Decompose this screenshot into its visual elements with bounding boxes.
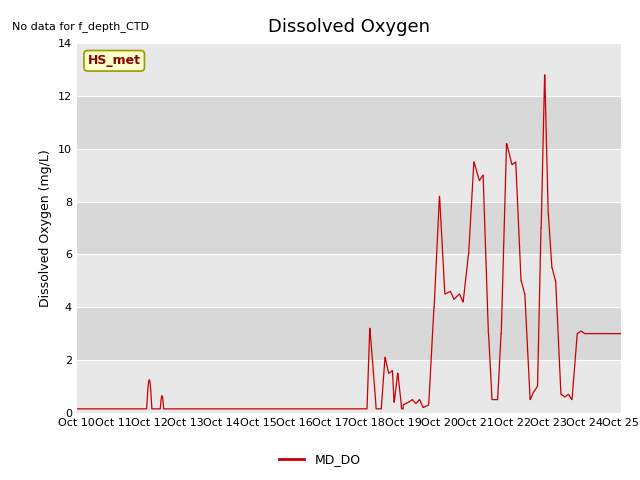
Title: Dissolved Oxygen: Dissolved Oxygen	[268, 18, 430, 36]
Text: HS_met: HS_met	[88, 54, 141, 67]
Bar	[77, 202, 621, 254]
Y-axis label: Dissolved Oxygen (mg/L): Dissolved Oxygen (mg/L)	[39, 149, 52, 307]
Bar	[77, 149, 621, 202]
Bar	[77, 254, 621, 307]
Legend: MD_DO: MD_DO	[275, 448, 365, 471]
Bar	[77, 360, 621, 413]
Bar	[77, 96, 621, 149]
Bar	[77, 307, 621, 360]
Text: No data for f_depth_CTD: No data for f_depth_CTD	[12, 21, 148, 32]
Bar	[77, 43, 621, 96]
